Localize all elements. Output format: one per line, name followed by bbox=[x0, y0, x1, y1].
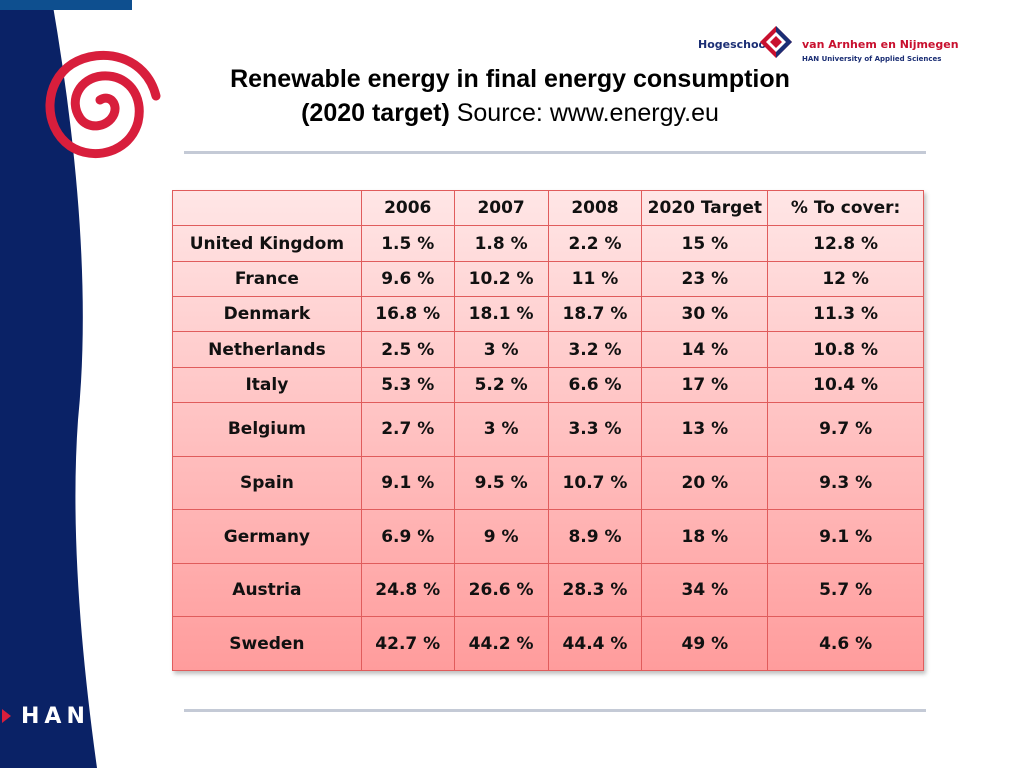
table-row: Sweden 42.7 % 44.2 % 44.4 % 49 % 4.6 % bbox=[172, 616, 924, 671]
table-cell: 3.2 % bbox=[547, 331, 643, 368]
table-cell: 26.6 % bbox=[453, 562, 549, 618]
table-cell: 20 % bbox=[641, 455, 769, 511]
bottom-divider bbox=[184, 709, 926, 712]
table-row: Germany 6.9 % 9 % 8.9 % 18 % 9.1 % bbox=[172, 509, 924, 564]
table-cell: 18.1 % bbox=[453, 296, 549, 333]
diamond-logo-icon bbox=[760, 26, 792, 58]
table-cell: 3 % bbox=[453, 331, 549, 368]
table-cell: 6.9 % bbox=[360, 509, 455, 564]
table-cell: 9.3 % bbox=[767, 455, 924, 511]
table-cell: 9.6 % bbox=[360, 260, 455, 298]
table-cell: 15 % bbox=[641, 225, 769, 262]
band-shape bbox=[0, 0, 97, 768]
table-cell: 14 % bbox=[641, 331, 769, 368]
country-cell: Italy bbox=[172, 366, 362, 404]
table-cell: 18.7 % bbox=[547, 296, 643, 333]
table-cell: 13 % bbox=[641, 402, 769, 457]
table-cell: 4.6 % bbox=[767, 616, 924, 671]
table-cell: 3.3 % bbox=[547, 402, 643, 457]
table-row: Spain 9.1 % 9.5 % 10.7 % 20 % 9.3 % bbox=[172, 455, 924, 511]
spiral-logo-icon bbox=[45, 50, 161, 159]
table-cell: 17 % bbox=[641, 366, 769, 404]
table-cell: 8.9 % bbox=[547, 509, 643, 564]
table-cell: 1.8 % bbox=[453, 225, 549, 262]
country-cell: Germany bbox=[172, 509, 362, 564]
header-cell bbox=[172, 189, 362, 227]
header-cell: % To cover: bbox=[767, 189, 924, 227]
top-tab-bar bbox=[0, 0, 132, 10]
title-line-1: Renewable energy in final energy consump… bbox=[230, 65, 790, 93]
table-cell: 6.6 % bbox=[547, 366, 643, 404]
table-cell: 23 % bbox=[641, 260, 769, 298]
table-cell: 30 % bbox=[641, 296, 769, 333]
table-cell: 1.5 % bbox=[360, 225, 455, 262]
title-line-2: (2020 target) Source: www.energy.eu bbox=[180, 96, 840, 130]
country-cell: Belgium bbox=[172, 402, 362, 457]
left-decorative-band bbox=[0, 0, 100, 768]
header-cell: 2008 bbox=[547, 189, 643, 227]
table-cell: 44.2 % bbox=[453, 616, 549, 671]
title-source: Source: www.energy.eu bbox=[449, 99, 719, 127]
table-cell: 12 % bbox=[767, 260, 924, 298]
title-target-label: (2020 target) bbox=[301, 99, 450, 127]
logo-text-hogeschool: Hogeschool bbox=[698, 38, 770, 51]
han-footer-text: HAN bbox=[21, 703, 90, 729]
table-cell: 2.5 % bbox=[360, 331, 455, 368]
table-cell: 10.7 % bbox=[547, 455, 643, 511]
table-cell: 34 % bbox=[641, 562, 769, 618]
country-cell: France bbox=[172, 260, 362, 298]
table-row: Italy 5.3 % 5.2 % 6.6 % 17 % 10.4 % bbox=[172, 366, 924, 404]
table-row: France 9.6 % 10.2 % 11 % 23 % 12 % bbox=[172, 260, 924, 298]
country-cell: Netherlands bbox=[172, 331, 362, 368]
table-cell: 44.4 % bbox=[547, 616, 643, 671]
table-cell: 5.2 % bbox=[453, 366, 549, 404]
country-cell: Denmark bbox=[172, 296, 362, 333]
table-row: Belgium 2.7 % 3 % 3.3 % 13 % 9.7 % bbox=[172, 402, 924, 457]
table-cell: 16.8 % bbox=[360, 296, 455, 333]
table-cell: 12.8 % bbox=[767, 225, 924, 262]
table-header-row: 2006 2007 2008 2020 Target % To cover: bbox=[172, 189, 924, 227]
table-cell: 24.8 % bbox=[360, 562, 455, 618]
table-cell: 9 % bbox=[453, 509, 549, 564]
country-cell: Sweden bbox=[172, 616, 362, 671]
table-cell: 9.1 % bbox=[767, 509, 924, 564]
table-cell: 2.7 % bbox=[360, 402, 455, 457]
table-cell: 5.7 % bbox=[767, 562, 924, 618]
country-cell: United Kingdom bbox=[172, 225, 362, 262]
energy-table: 2006 2007 2008 2020 Target % To cover: U… bbox=[172, 189, 924, 671]
table-cell: 49 % bbox=[641, 616, 769, 671]
table-row: Austria 24.8 % 26.6 % 28.3 % 34 % 5.7 % bbox=[172, 562, 924, 618]
table-cell: 11 % bbox=[547, 260, 643, 298]
header-cell: 2007 bbox=[453, 189, 549, 227]
table-row: Netherlands 2.5 % 3 % 3.2 % 14 % 10.8 % bbox=[172, 331, 924, 368]
table-cell: 10.4 % bbox=[767, 366, 924, 404]
header-cell: 2020 Target bbox=[641, 189, 769, 227]
table-cell: 2.2 % bbox=[547, 225, 643, 262]
table-cell: 10.2 % bbox=[453, 260, 549, 298]
header-cell: 2006 bbox=[360, 189, 455, 227]
country-cell: Spain bbox=[172, 455, 362, 511]
han-footer-mark: HAN bbox=[0, 703, 90, 729]
table-cell: 3 % bbox=[453, 402, 549, 457]
table-cell: 9.1 % bbox=[360, 455, 455, 511]
logo-text-arnhem: van Arnhem en Nijmegen bbox=[802, 38, 959, 51]
table-cell: 9.7 % bbox=[767, 402, 924, 457]
han-logo: Hogeschool van Arnhem en Nijmegen HAN Un… bbox=[698, 24, 959, 72]
table-cell: 9.5 % bbox=[453, 455, 549, 511]
country-cell: Austria bbox=[172, 562, 362, 618]
table-cell: 18 % bbox=[641, 509, 769, 564]
table-cell: 10.8 % bbox=[767, 331, 924, 368]
table-cell: 42.7 % bbox=[360, 616, 455, 671]
table-cell: 28.3 % bbox=[547, 562, 643, 618]
table-row: United Kingdom 1.5 % 1.8 % 2.2 % 15 % 12… bbox=[172, 225, 924, 262]
arrow-right-icon bbox=[2, 709, 11, 723]
table-cell: 5.3 % bbox=[360, 366, 455, 404]
slide-title: Renewable energy in final energy consump… bbox=[180, 62, 840, 130]
table-row: Denmark 16.8 % 18.1 % 18.7 % 30 % 11.3 % bbox=[172, 296, 924, 333]
table-cell: 11.3 % bbox=[767, 296, 924, 333]
logo-text-subtitle: HAN University of Applied Sciences bbox=[802, 55, 942, 63]
top-divider bbox=[184, 151, 926, 154]
